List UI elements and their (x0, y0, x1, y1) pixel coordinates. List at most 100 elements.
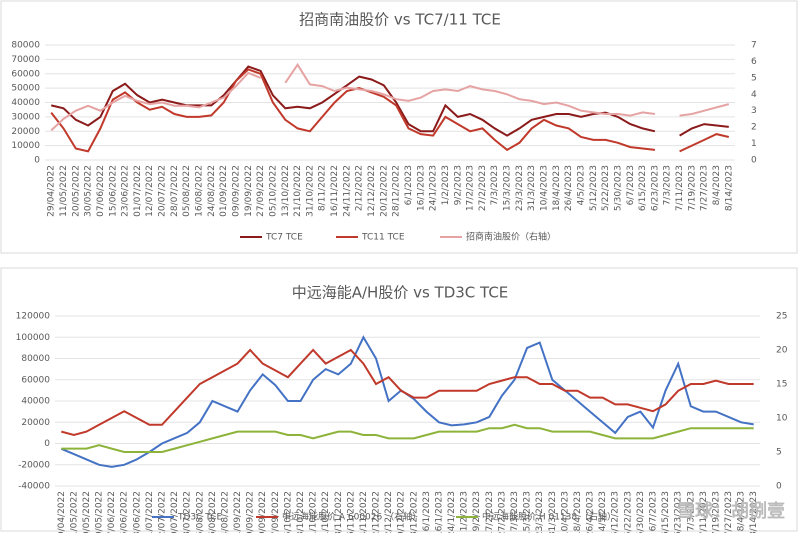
x-tick-label: 15/06/2022 (120, 491, 130, 533)
y2-tick-label: 10 (776, 414, 788, 424)
x-tick-label: 21/10/2022 (309, 491, 319, 533)
x-tick-label: 2/12/2022 (355, 165, 365, 211)
x-tick-label: 30/05/2022 (84, 165, 94, 217)
y2-tick-label: 0 (751, 156, 757, 166)
y2-tick-label: 2 (751, 123, 757, 133)
x-tick-label: 27/2/2023 (497, 491, 507, 533)
x-tick-label: 7/3/2023 (490, 165, 500, 205)
x-tick-label: 12/07/2022 (145, 165, 155, 217)
y-tick-label: 20000 (21, 418, 50, 428)
x-tick-label: 16/1/2023 (416, 165, 426, 211)
x-tick-label: 21/10/2022 (293, 165, 303, 217)
x-tick-label: 7/3/2023 (686, 491, 696, 531)
x-tick-label: 6/1/2023 (422, 491, 432, 531)
y-tick-label: 80000 (21, 354, 50, 364)
x-tick-label: 31/3/2023 (527, 165, 537, 211)
y2-tick-label: 7 (751, 41, 757, 51)
x-tick-label: 12/12/2022 (384, 491, 394, 533)
x-tick-label: 18/4/2023 (573, 491, 583, 533)
legend-label: 招商南油股价（右轴） (466, 231, 556, 243)
chart-title: 招商南油股价 vs TC7/11 TCE (299, 11, 501, 29)
x-tick-label: 5/12/2023 (611, 491, 621, 533)
x-tick-label: 15/3/2023 (523, 491, 533, 533)
x-tick-label: 9/2/2023 (453, 165, 463, 205)
x-tick-label: 28/12/2022 (392, 165, 402, 217)
x-tick-label: 8/14/2023 (724, 165, 734, 211)
x-tick-label: 5/30/2023 (613, 165, 623, 211)
x-tick-label: 8/11/2022 (318, 165, 328, 211)
y-tick-label: 80000 (11, 41, 40, 51)
x-tick-label: 24/08/2022 (220, 491, 230, 533)
x-tick-label: 07/06/2022 (96, 165, 106, 217)
x-tick-label: 26/4/2023 (586, 491, 596, 533)
x-tick-label: 6/1/2023 (404, 165, 414, 205)
x-tick-label: 9/2/2023 (472, 491, 482, 531)
y2-tick-label: 25 (776, 312, 787, 322)
x-tick-label: 31/10/2022 (321, 491, 331, 533)
y-tick-label: 60000 (21, 375, 50, 385)
x-tick-label: 6/23/2023 (674, 491, 684, 533)
x-tick-label: 8/4/2023 (712, 165, 722, 205)
x-tick-label: 11/05/2022 (59, 165, 69, 217)
x-tick-label: 11/05/2022 (69, 491, 79, 533)
y-tick-label: -40000 (18, 482, 50, 492)
x-tick-label: 16/08/2022 (195, 165, 205, 217)
x-tick-label: 7/11/2023 (699, 491, 709, 533)
x-tick-label: 05/10/2022 (283, 491, 293, 533)
x-tick-label: 31/3/2023 (548, 491, 558, 533)
y2-tick-label: 5 (776, 448, 782, 458)
y-tick-label: 70000 (11, 55, 40, 65)
x-tick-label: 7/3/2023 (510, 491, 520, 531)
x-tick-label: 01/07/2022 (133, 165, 143, 217)
x-tick-label: 01/07/2022 (145, 491, 155, 533)
series-line (61, 348, 754, 437)
y2-tick-label: 3 (751, 106, 757, 116)
x-tick-label: 29/04/2022 (47, 165, 57, 217)
y-tick-label: 40000 (21, 397, 50, 407)
legend-label: 中远海能股价 H 01138 （右轴） (482, 511, 616, 523)
y2-tick-label: 1 (751, 139, 757, 149)
x-tick-label: 24/1/2023 (447, 491, 457, 533)
x-tick-label: 8/14/2023 (749, 491, 759, 533)
x-tick-label: 24/1/2023 (429, 165, 439, 211)
x-tick-label: 27/09/2022 (256, 165, 266, 217)
x-tick-label: 5/12/2023 (589, 165, 599, 211)
x-tick-label: 07/06/2022 (107, 491, 117, 533)
x-tick-label: 6/7/2023 (626, 165, 636, 205)
x-tick-label: 20/12/2022 (379, 165, 389, 217)
x-tick-label: 6/15/2023 (661, 491, 671, 533)
series-line (50, 65, 729, 137)
x-tick-label: 16/08/2022 (208, 491, 218, 533)
x-tick-label: 24/11/2022 (342, 165, 352, 217)
x-tick-label: 16/11/2022 (330, 165, 340, 217)
x-tick-label: 27/09/2022 (271, 491, 281, 533)
panel (0, 0, 798, 254)
legend-label: TC11 TCE (361, 233, 405, 243)
x-tick-label: 26/4/2023 (564, 165, 574, 211)
x-tick-label: 5/22/2023 (601, 165, 611, 211)
x-tick-label: 5/22/2023 (623, 491, 633, 533)
y2-tick-label: 6 (751, 57, 757, 67)
x-tick-label: 28/07/2022 (170, 165, 180, 217)
y2-tick-label: 0 (776, 482, 782, 492)
y2-tick-label: 5 (751, 73, 757, 83)
x-tick-label: 13/10/2022 (281, 165, 291, 217)
x-tick-label: 20/05/2022 (82, 491, 92, 533)
y-tick-label: 40000 (11, 98, 40, 108)
x-tick-label: 15/06/2022 (108, 165, 118, 217)
x-tick-label: 01/09/2022 (219, 165, 229, 217)
x-tick-label: 12/12/2022 (367, 165, 377, 217)
x-tick-label: 24/11/2022 (359, 491, 369, 533)
x-tick-label: 5/30/2023 (636, 491, 646, 533)
x-tick-label: 10/4/2023 (560, 491, 570, 533)
x-tick-label: 19/09/2022 (258, 491, 268, 533)
x-tick-label: 20/05/2022 (71, 165, 81, 217)
x-tick-label: 15/3/2023 (503, 165, 513, 211)
x-tick-label: 4/5/2023 (598, 491, 608, 531)
y-tick-label: 50000 (11, 84, 40, 94)
x-tick-label: 1/2/2023 (441, 165, 451, 205)
x-tick-label: 18/4/2023 (552, 165, 562, 211)
x-tick-label: 8/4/2023 (737, 491, 747, 531)
legend-label: 中远海能股价 A 600026 （右轴） (282, 511, 421, 523)
